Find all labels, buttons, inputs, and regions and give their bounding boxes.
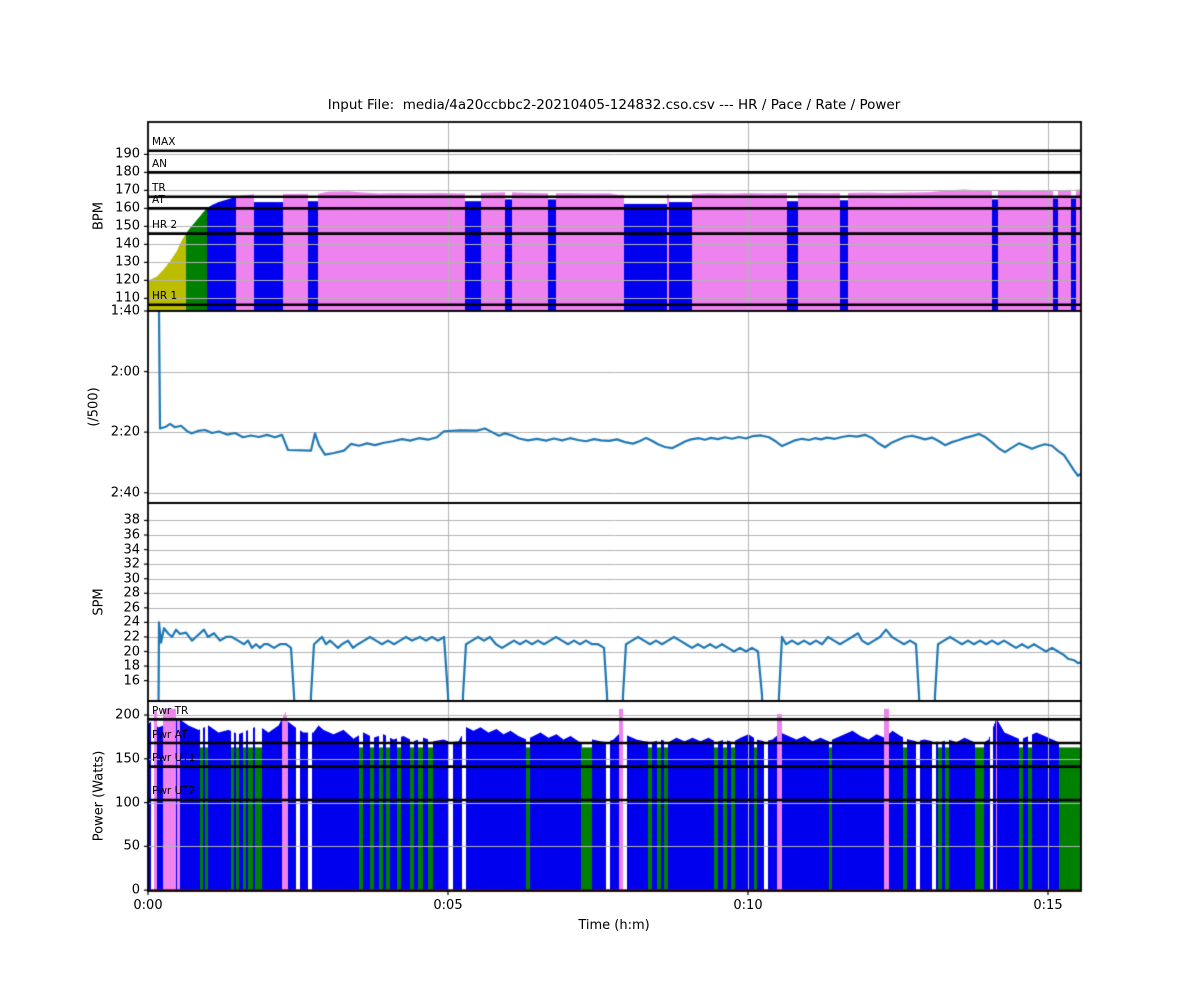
y-tick-label: 34 xyxy=(123,542,140,558)
y-axis-label-pace: (/500) xyxy=(86,387,102,427)
x-tick-label: 0:15 xyxy=(1033,898,1063,913)
y-tick-label: 100 xyxy=(115,795,140,811)
threshold-label-at: AT xyxy=(152,193,165,206)
y-tick-label: 0 xyxy=(131,882,140,898)
y-tick-label: 30 xyxy=(123,571,140,587)
y-tick-label: 36 xyxy=(123,527,140,543)
y-tick-label: 28 xyxy=(123,585,140,601)
y-tick-label: 180 xyxy=(115,164,140,180)
y-tick-label: 24 xyxy=(123,614,140,630)
threshold-label-hr-2: HR 2 xyxy=(152,219,178,232)
y-tick-label: 50 xyxy=(123,838,140,854)
y-tick-label: 130 xyxy=(115,254,140,270)
y-tick-label: 190 xyxy=(115,146,140,162)
x-tick-label: 0:00 xyxy=(133,898,163,913)
y-tick-label: 22 xyxy=(123,629,140,645)
threshold-label-pwr-ut1: Pwr UT1 xyxy=(152,752,196,765)
threshold-label-max: MAX xyxy=(152,136,176,149)
y-tick-label: 38 xyxy=(123,512,140,528)
y-tick-label: 2:20 xyxy=(110,424,140,440)
x-axis-label: Time (h:m) xyxy=(578,918,650,933)
y-tick-label: 32 xyxy=(123,556,140,572)
threshold-label-hr-1: HR 1 xyxy=(152,290,178,303)
y-tick-label: 26 xyxy=(123,600,140,616)
y-tick-label: 150 xyxy=(115,751,140,767)
y-tick-label: 20 xyxy=(123,644,140,659)
y-tick-label: 120 xyxy=(115,272,140,288)
threshold-label-pwr-ut2: Pwr UT2 xyxy=(152,785,196,798)
y-tick-label: 2:40 xyxy=(110,485,140,501)
threshold-label-an: AN xyxy=(152,157,168,170)
x-tick-label: 0:05 xyxy=(433,898,463,913)
y-tick-label: 140 xyxy=(115,236,140,252)
threshold-label-pwr-tr: Pwr TR xyxy=(152,704,189,717)
y-tick-label: 110 xyxy=(115,290,140,306)
x-tick-label: 0:10 xyxy=(733,898,763,913)
y-tick-label: 200 xyxy=(115,707,140,723)
y-tick-label: 18 xyxy=(123,658,140,674)
threshold-label-pwr-at: Pwr AT xyxy=(152,728,188,741)
threshold-label-tr: TR xyxy=(152,182,166,195)
y-tick-label: 1:40 xyxy=(110,303,140,319)
y-tick-label: 2:00 xyxy=(110,364,140,380)
chart-title: Input File: media/4a20ccbbc2-20210405-12… xyxy=(327,97,901,113)
y-tick-label: 16 xyxy=(123,673,140,689)
y-tick-label: 150 xyxy=(115,218,140,234)
y-tick-label: 170 xyxy=(115,182,140,198)
y-tick-label: 160 xyxy=(115,200,140,216)
